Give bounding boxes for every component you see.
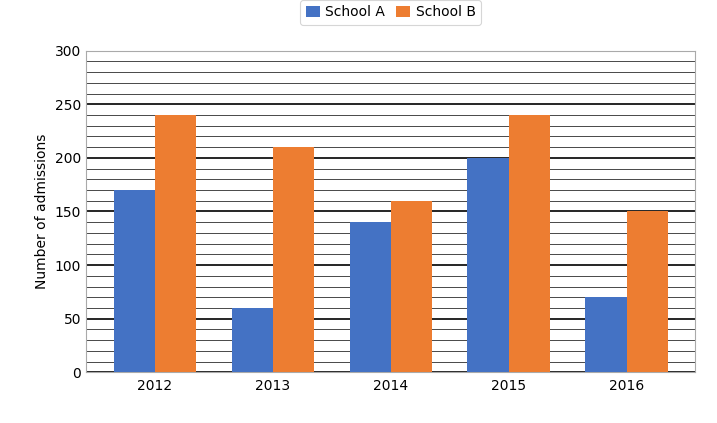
Bar <box>114 190 155 372</box>
Bar <box>585 297 627 372</box>
Bar <box>232 308 273 372</box>
Bar <box>467 158 508 372</box>
Bar <box>155 115 196 372</box>
Y-axis label: Number of admissions: Number of admissions <box>35 134 49 289</box>
Bar <box>627 212 668 372</box>
Bar <box>349 222 391 372</box>
Bar <box>508 115 550 372</box>
Bar <box>273 147 314 372</box>
Bar <box>391 201 432 372</box>
Legend: School A, School B: School A, School B <box>300 0 481 25</box>
